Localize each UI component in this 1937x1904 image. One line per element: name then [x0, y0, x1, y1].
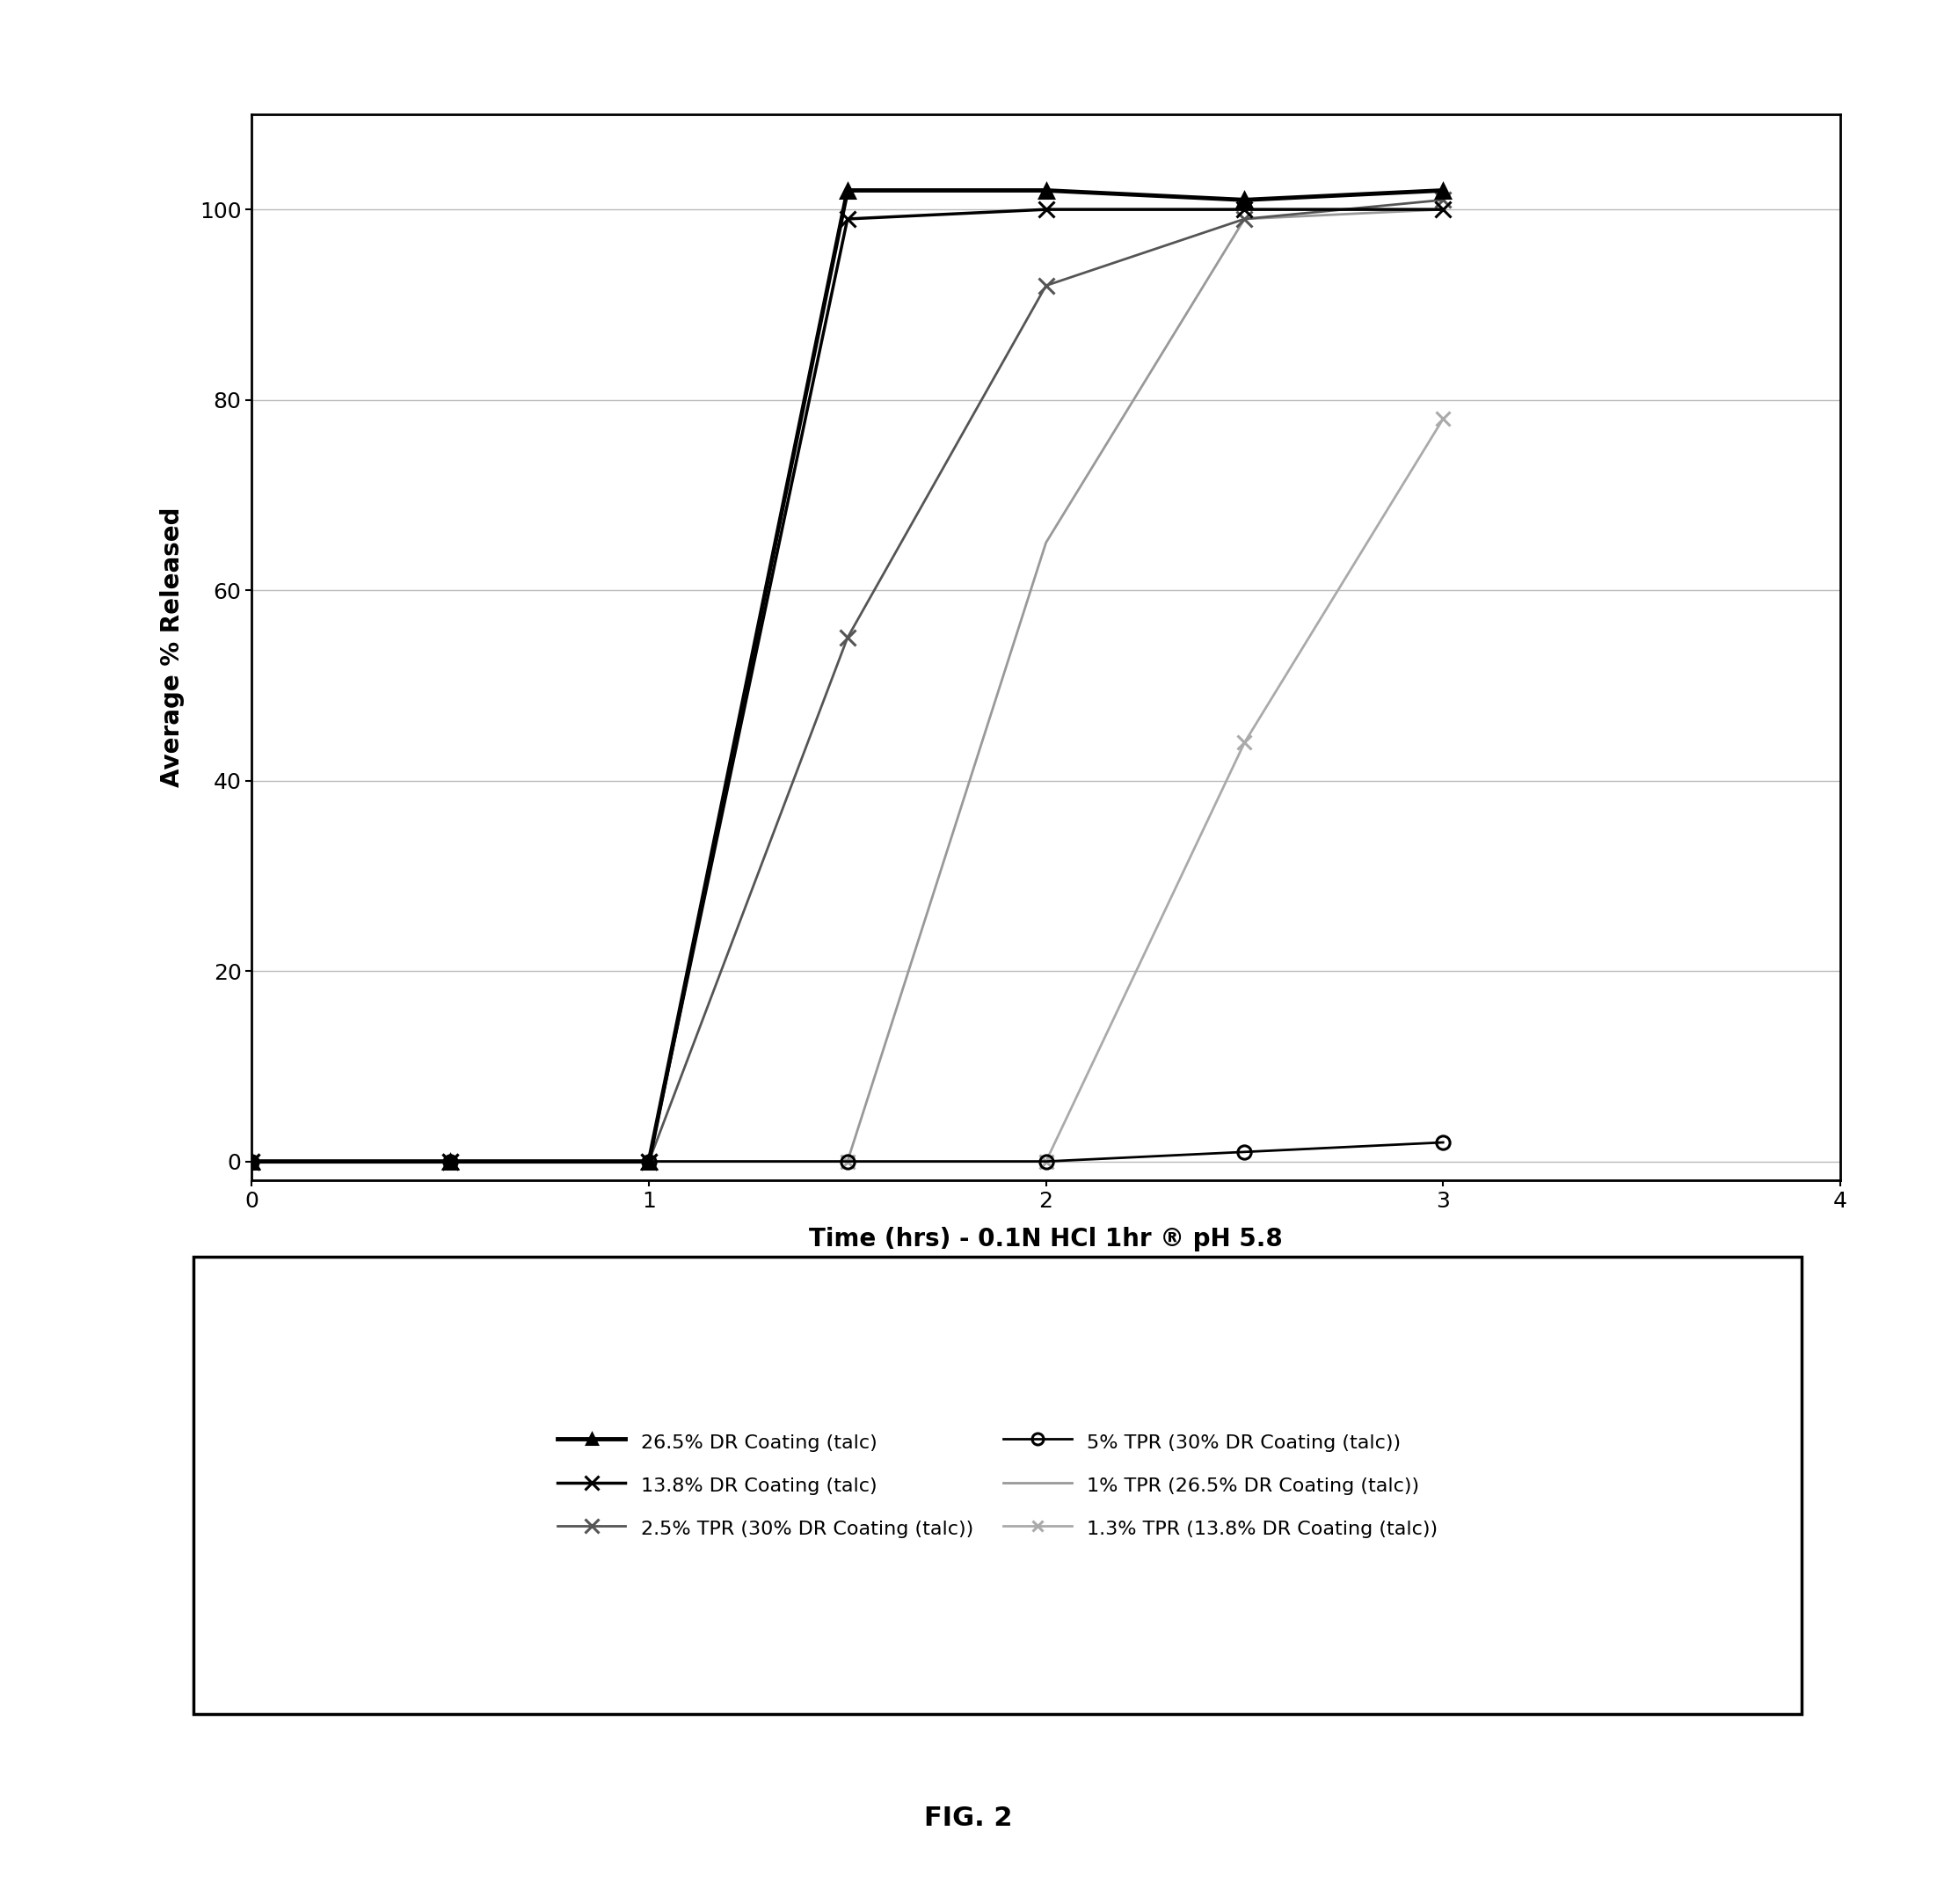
- 5% TPR (30% DR Coating (talc)): [837, 1150, 860, 1173]
- 13.8% DR Coating (talc): [240, 1150, 263, 1173]
- 1.3% TPR (13.8% DR Coating (talc)): [837, 1150, 860, 1173]
- 26.5% DR Coating (talc): [240, 1150, 263, 1173]
- 5% TPR (30% DR Coating (talc)): [1431, 1131, 1455, 1154]
- 1% TPR (26.5% DR Coating (talc)): [438, 1150, 463, 1173]
- Line: 5% TPR (30% DR Coating (talc)): 5% TPR (30% DR Coating (talc)): [246, 1135, 1449, 1169]
- 1% TPR (26.5% DR Coating (talc)): [1034, 531, 1058, 554]
- 1% TPR (26.5% DR Coating (talc)): [1232, 208, 1255, 230]
- 26.5% DR Coating (talc): [438, 1150, 463, 1173]
- 26.5% DR Coating (talc): [1232, 188, 1255, 211]
- Line: 2.5% TPR (30% DR Coating (talc)): 2.5% TPR (30% DR Coating (talc)): [244, 192, 1451, 1169]
- 2.5% TPR (30% DR Coating (talc)): [438, 1150, 463, 1173]
- 13.8% DR Coating (talc): [1034, 198, 1058, 221]
- 26.5% DR Coating (talc): [1431, 179, 1455, 202]
- Line: 26.5% DR Coating (talc): 26.5% DR Coating (talc): [246, 183, 1449, 1169]
- 1% TPR (26.5% DR Coating (talc)): [1431, 198, 1455, 221]
- 13.8% DR Coating (talc): [1431, 198, 1455, 221]
- Line: 1% TPR (26.5% DR Coating (talc)): 1% TPR (26.5% DR Coating (talc)): [252, 209, 1443, 1161]
- 5% TPR (30% DR Coating (talc)): [240, 1150, 263, 1173]
- Line: 13.8% DR Coating (talc): 13.8% DR Coating (talc): [244, 202, 1451, 1169]
- X-axis label: Time (hrs) - 0.1N HCl 1hr ® pH 5.8: Time (hrs) - 0.1N HCl 1hr ® pH 5.8: [810, 1226, 1282, 1251]
- 1.3% TPR (13.8% DR Coating (talc)): [637, 1150, 661, 1173]
- 2.5% TPR (30% DR Coating (talc)): [1034, 274, 1058, 297]
- 2.5% TPR (30% DR Coating (talc)): [240, 1150, 263, 1173]
- 13.8% DR Coating (talc): [837, 208, 860, 230]
- 1.3% TPR (13.8% DR Coating (talc)): [240, 1150, 263, 1173]
- 26.5% DR Coating (talc): [1034, 179, 1058, 202]
- 1.3% TPR (13.8% DR Coating (talc)): [1232, 731, 1255, 754]
- 1% TPR (26.5% DR Coating (talc)): [240, 1150, 263, 1173]
- 1.3% TPR (13.8% DR Coating (talc)): [438, 1150, 463, 1173]
- 1.3% TPR (13.8% DR Coating (talc)): [1431, 407, 1455, 430]
- Legend: 26.5% DR Coating (talc), 13.8% DR Coating (talc), 2.5% TPR (30% DR Coating (talc: 26.5% DR Coating (talc), 13.8% DR Coatin…: [538, 1411, 1457, 1559]
- 5% TPR (30% DR Coating (talc)): [1232, 1140, 1255, 1163]
- 13.8% DR Coating (talc): [637, 1150, 661, 1173]
- 1% TPR (26.5% DR Coating (talc)): [637, 1150, 661, 1173]
- 13.8% DR Coating (talc): [1232, 198, 1255, 221]
- 5% TPR (30% DR Coating (talc)): [637, 1150, 661, 1173]
- Y-axis label: Average % Released: Average % Released: [161, 506, 184, 788]
- 2.5% TPR (30% DR Coating (talc)): [837, 626, 860, 649]
- 2.5% TPR (30% DR Coating (talc)): [637, 1150, 661, 1173]
- Text: FIG. 2: FIG. 2: [924, 1805, 1013, 1832]
- 5% TPR (30% DR Coating (talc)): [438, 1150, 463, 1173]
- 1.3% TPR (13.8% DR Coating (talc)): [1034, 1150, 1058, 1173]
- 1% TPR (26.5% DR Coating (talc)): [837, 1150, 860, 1173]
- 2.5% TPR (30% DR Coating (talc)): [1431, 188, 1455, 211]
- 13.8% DR Coating (talc): [438, 1150, 463, 1173]
- 5% TPR (30% DR Coating (talc)): [1034, 1150, 1058, 1173]
- 2.5% TPR (30% DR Coating (talc)): [1232, 208, 1255, 230]
- Line: 1.3% TPR (13.8% DR Coating (talc)): 1.3% TPR (13.8% DR Coating (talc)): [246, 411, 1449, 1169]
- 26.5% DR Coating (talc): [837, 179, 860, 202]
- 26.5% DR Coating (talc): [637, 1150, 661, 1173]
